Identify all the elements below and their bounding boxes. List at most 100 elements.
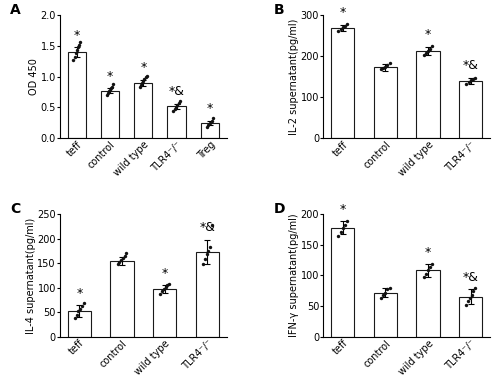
Point [206,120,214,126]
Bar [196,252,219,337]
Bar [153,289,176,337]
Point [106,87,114,93]
Bar [201,123,219,138]
Point [120,253,128,259]
Point [341,221,349,228]
Point [210,115,218,122]
Text: A: A [10,3,21,17]
Point [76,306,84,312]
Point [165,281,173,287]
Point [208,118,216,124]
Text: *: * [207,103,213,115]
Text: *&: *& [462,271,478,284]
Point [102,92,110,98]
Point [469,288,477,294]
Point [138,80,146,86]
Bar [110,261,134,337]
Point [136,84,144,90]
Y-axis label: IL-2 supernatant(pg/ml): IL-2 supernatant(pg/ml) [290,19,300,135]
Y-axis label: IFN-γ supernatant(pg/ml): IFN-γ supernatant(pg/ml) [290,214,300,337]
Point [72,50,80,57]
Point [80,300,88,307]
Point [119,255,127,261]
Point [140,78,147,84]
Point [424,267,432,274]
Point [75,42,83,48]
Bar [374,293,397,337]
Point [343,21,351,27]
Point [462,302,470,308]
Bar [331,228,354,337]
Point [336,229,344,236]
Text: C: C [10,202,20,216]
Text: D: D [274,202,285,216]
Point [122,250,130,257]
Point [71,315,79,321]
Point [462,81,470,87]
Text: *&: *& [200,221,216,234]
Point [204,122,212,128]
Point [162,284,170,290]
Point [117,257,125,263]
Point [116,259,124,265]
Bar [331,28,354,138]
Point [338,24,346,31]
Text: *: * [162,267,168,280]
Point [70,53,78,60]
Text: *&: *& [168,85,184,98]
Point [202,251,210,257]
Text: *: * [140,61,146,74]
Bar [68,52,86,138]
Text: *: * [425,28,431,41]
Bar [459,297,482,337]
Point [471,75,479,81]
Text: *: * [340,6,346,19]
Point [199,261,207,267]
Point [156,290,164,296]
Point [382,289,390,296]
Text: *: * [74,29,80,42]
Text: B: B [274,3,284,17]
Point [382,63,390,70]
Point [174,100,182,106]
Point [201,256,209,262]
Point [377,295,385,301]
Point [110,81,118,87]
Point [206,244,214,250]
Point [466,77,474,84]
Y-axis label: OD 450: OD 450 [29,58,39,95]
Point [137,82,145,88]
Point [379,292,387,298]
Point [142,74,150,80]
Point [338,224,346,231]
Point [108,84,116,90]
Point [377,66,385,72]
Point [334,233,342,239]
Point [176,98,184,104]
Point [142,72,150,79]
Bar [68,311,91,337]
Point [202,124,210,130]
Point [160,286,168,292]
Point [158,288,166,294]
Point [74,308,82,314]
Point [420,52,428,58]
Point [334,28,342,34]
Point [386,284,394,291]
Point [73,312,81,318]
Bar [459,81,482,138]
Point [464,298,472,304]
Bar [416,271,440,337]
Point [424,48,432,54]
Point [426,46,434,52]
Point [428,43,436,49]
Point [379,65,387,71]
Point [469,76,477,82]
Point [72,47,80,53]
Point [468,292,475,298]
Point [343,218,351,224]
Text: *: * [340,203,346,216]
Text: *: * [107,70,113,83]
Point [170,108,177,114]
Point [105,88,113,94]
